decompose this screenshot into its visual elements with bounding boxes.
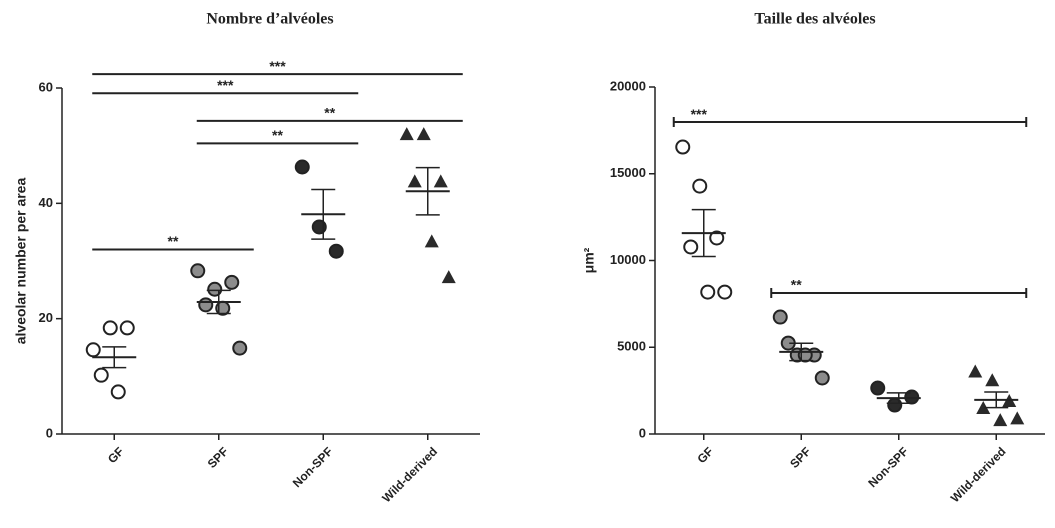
- data-point: [993, 413, 1008, 427]
- data-point: [709, 230, 725, 246]
- error-bar: [886, 392, 911, 405]
- data-point: [110, 384, 126, 400]
- x-tick-label: SPF: [205, 444, 231, 470]
- error-bar: [311, 188, 336, 240]
- significance-label: **: [272, 127, 283, 143]
- error-bar: [102, 346, 127, 369]
- y-tick-label: 20000: [610, 78, 646, 93]
- data-point: [683, 239, 699, 255]
- data-point: [976, 400, 991, 414]
- data-point: [190, 263, 206, 279]
- significance-label: **: [324, 105, 335, 121]
- y-axis-label: μm²: [581, 247, 597, 273]
- error-bar: [415, 166, 440, 216]
- data-point: [232, 340, 248, 356]
- y-tick-label: 15000: [610, 165, 646, 180]
- data-point: [93, 367, 109, 383]
- data-point: [416, 127, 431, 141]
- data-point: [1010, 411, 1025, 425]
- data-point: [224, 274, 240, 290]
- y-tick-label: 5000: [617, 339, 646, 354]
- significance-bracket: [672, 117, 1028, 128]
- data-point: [294, 159, 310, 175]
- data-point: [441, 270, 456, 284]
- data-point: [904, 389, 920, 405]
- data-point: [870, 380, 886, 396]
- data-point: [424, 234, 439, 248]
- y-tick-label: 20: [39, 310, 53, 325]
- significance-label: ***: [217, 77, 234, 93]
- x-tick-label: Wild-derived: [948, 444, 1009, 505]
- y-tick-label: 60: [39, 79, 53, 94]
- significance-label: ***: [269, 58, 286, 74]
- data-point: [198, 297, 214, 313]
- data-point: [814, 370, 830, 386]
- chart-title: Taille des alvéoles: [754, 11, 875, 28]
- data-point: [399, 127, 414, 141]
- data-point: [119, 320, 135, 336]
- data-point: [985, 373, 1000, 387]
- data-point: [968, 364, 983, 378]
- y-tick-label: 0: [639, 425, 646, 440]
- significance-label: **: [168, 233, 179, 249]
- data-point: [433, 174, 448, 188]
- significance-label: **: [791, 277, 802, 293]
- x-tick-label: Wild-derived: [379, 444, 440, 505]
- data-point: [772, 309, 788, 325]
- data-point: [675, 139, 691, 155]
- data-point: [407, 174, 422, 188]
- y-tick-label: 0: [46, 425, 53, 440]
- x-tick-label: Non-SPF: [865, 444, 911, 490]
- data-point: [692, 178, 708, 194]
- data-point: [85, 342, 101, 358]
- x-tick-label: SPF: [787, 444, 813, 470]
- error-bar: [789, 342, 814, 362]
- data-point: [102, 320, 118, 336]
- data-point: [700, 284, 716, 300]
- data-point: [328, 243, 344, 259]
- error-bar: [984, 391, 1009, 409]
- x-tick-label: GF: [105, 444, 127, 466]
- significance-bracket: [770, 287, 1028, 298]
- error-bar: [206, 289, 231, 315]
- chart-title: Nombre d’alvéoles: [206, 11, 333, 28]
- y-tick-label: 40: [39, 195, 53, 210]
- y-tick-label: 10000: [610, 252, 646, 267]
- x-tick-label: GF: [694, 444, 716, 466]
- data-point: [717, 284, 733, 300]
- y-axis-label: alveolar number per area: [13, 178, 29, 345]
- error-bar: [691, 208, 716, 258]
- significance-label: ***: [691, 106, 708, 122]
- x-tick-label: Non-SPF: [290, 444, 336, 490]
